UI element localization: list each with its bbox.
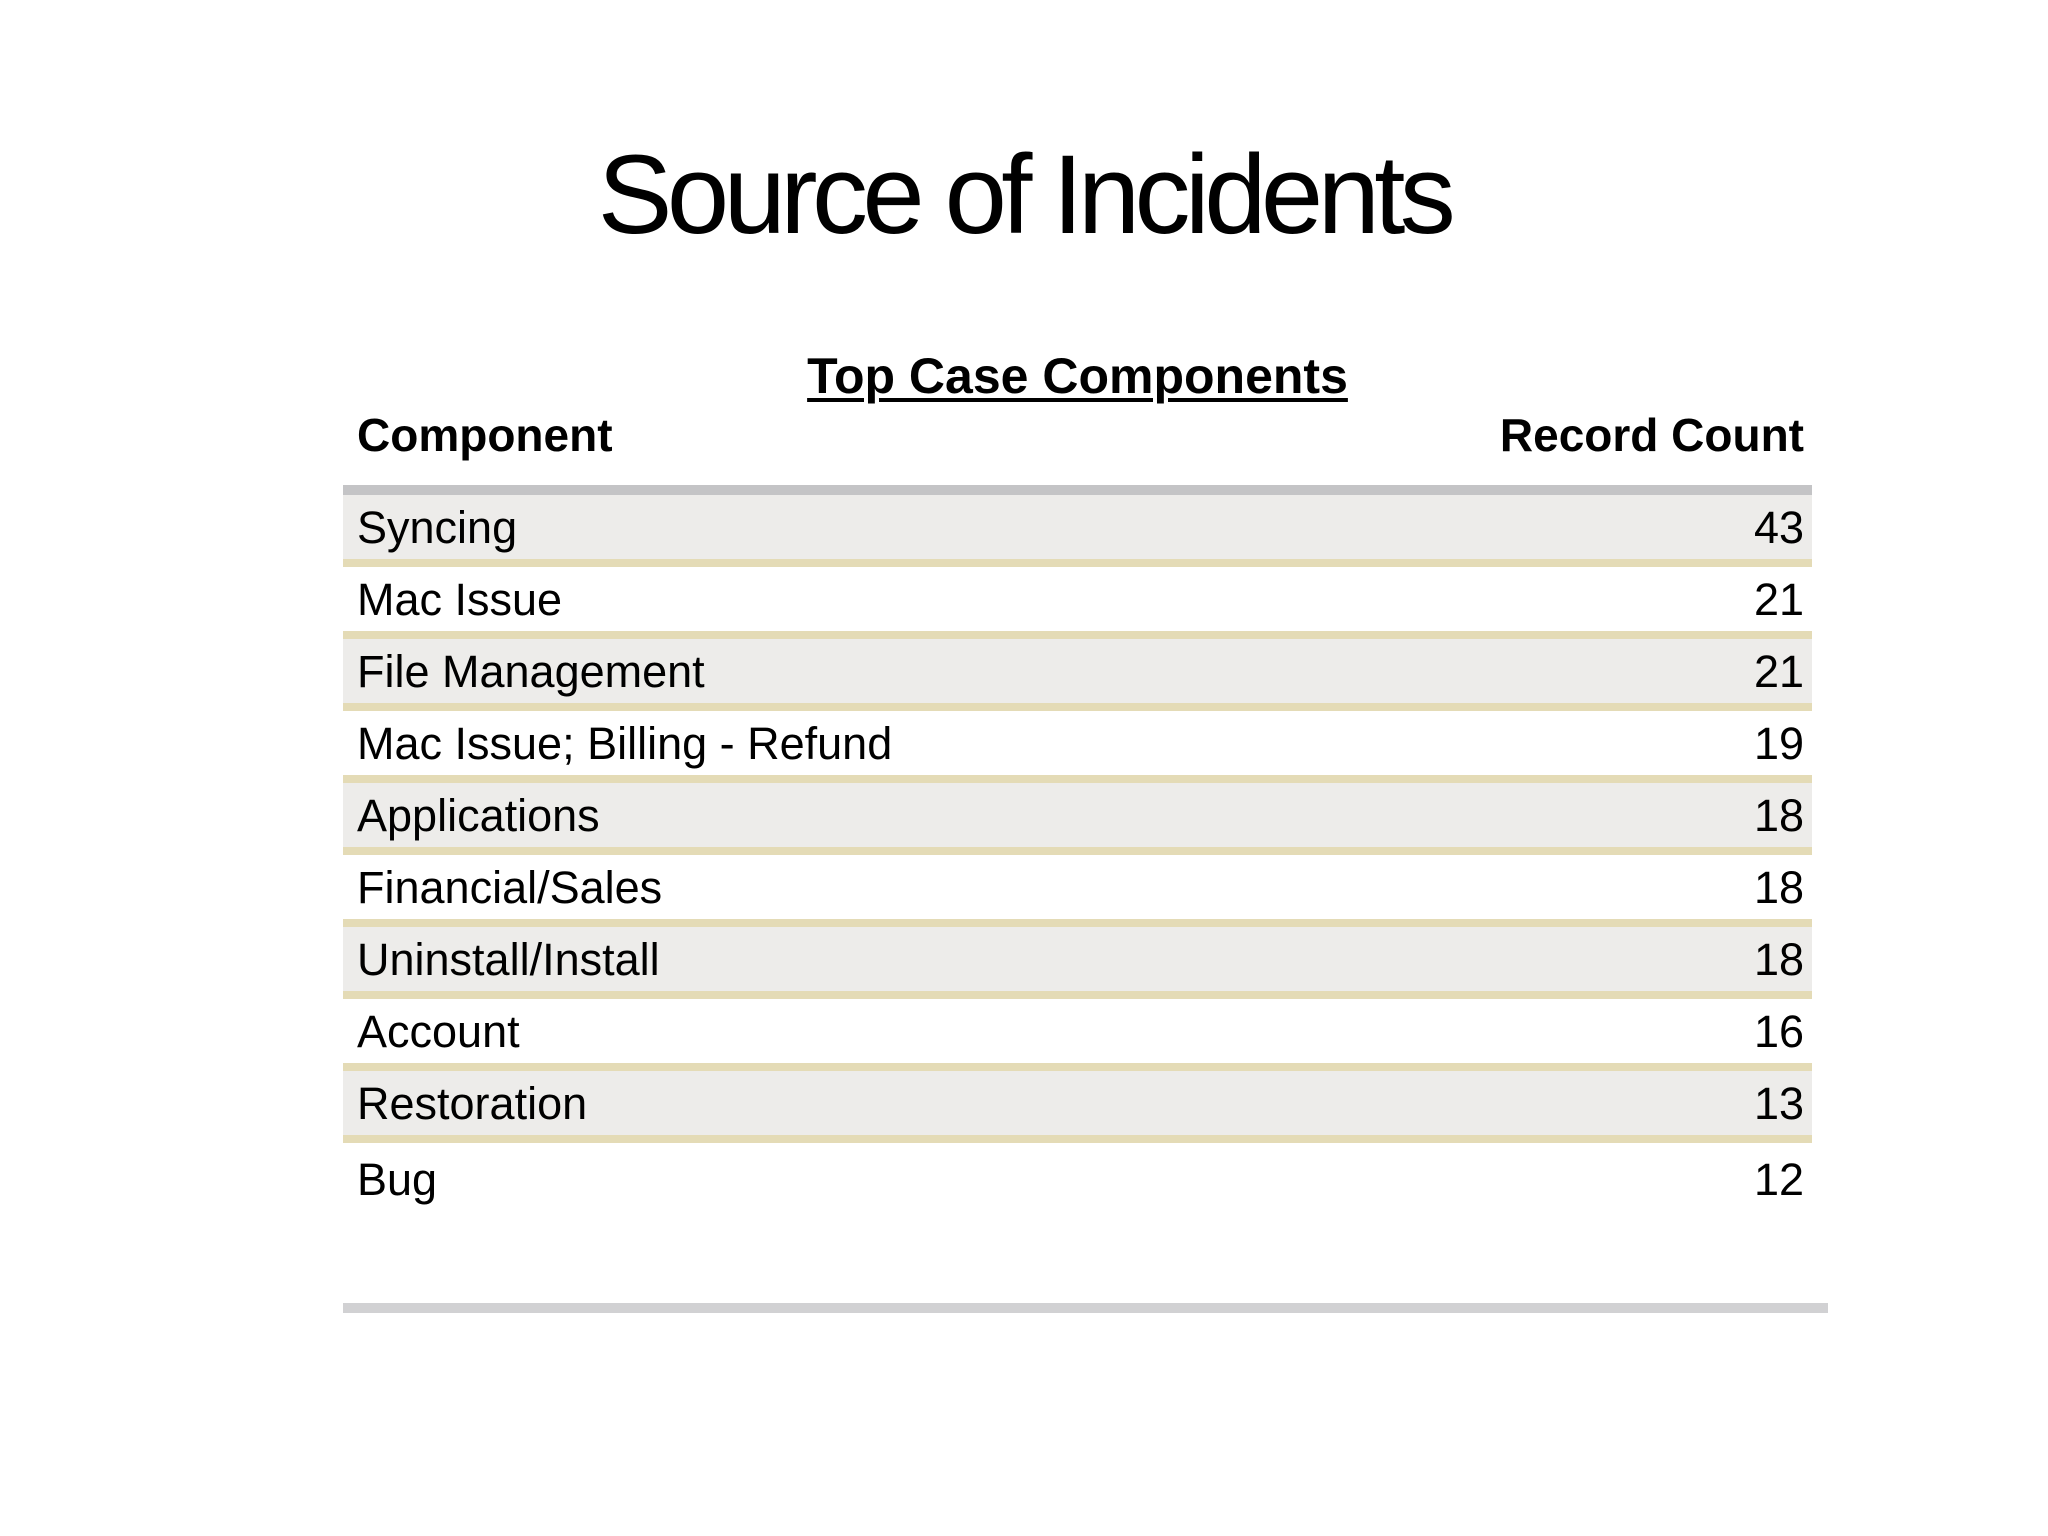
record-count-cell: 18 bbox=[1753, 861, 1804, 913]
component-cell: Account bbox=[357, 1005, 520, 1057]
table-row: Bug 12 bbox=[343, 1143, 1812, 1215]
record-count-cell: 18 bbox=[1753, 789, 1804, 841]
table-row: Financial/Sales 18 bbox=[343, 855, 1812, 927]
record-count-cell: 43 bbox=[1753, 501, 1804, 553]
page-title: Source of Incidents bbox=[597, 132, 1456, 257]
header-rule bbox=[343, 485, 1812, 495]
table-body: Syncing 43 Mac Issue 21 File Management … bbox=[343, 495, 1812, 1215]
table-row: Account 16 bbox=[343, 999, 1812, 1071]
record-count-cell: 12 bbox=[1753, 1153, 1804, 1205]
record-count-cell: 16 bbox=[1753, 1005, 1804, 1057]
component-cell: Mac Issue; Billing - Refund bbox=[357, 717, 893, 769]
table-row: Mac Issue; Billing - Refund 19 bbox=[343, 711, 1812, 783]
record-count-cell: 21 bbox=[1753, 645, 1804, 697]
component-cell: File Management bbox=[357, 645, 705, 697]
component-cell: Applications bbox=[357, 789, 600, 841]
column-header-component: Component bbox=[357, 409, 613, 461]
column-header-record-count: Record Count bbox=[1499, 409, 1804, 461]
component-cell: Mac Issue bbox=[357, 573, 563, 625]
component-cell: Syncing bbox=[357, 501, 518, 553]
record-count-cell: 19 bbox=[1753, 717, 1804, 769]
component-cell: Financial/Sales bbox=[357, 861, 663, 913]
record-count-cell: 13 bbox=[1753, 1077, 1804, 1129]
column-header-row: Component Record Count bbox=[343, 408, 1812, 463]
table-row: Applications 18 bbox=[343, 783, 1812, 855]
table-row: Restoration 13 bbox=[343, 1071, 1812, 1143]
table-row: Uninstall/Install 18 bbox=[343, 927, 1812, 999]
record-count-cell: 21 bbox=[1753, 573, 1804, 625]
table-row: File Management 21 bbox=[343, 639, 1812, 711]
footer-rule bbox=[343, 1303, 1828, 1313]
report-title: Top Case Components bbox=[807, 348, 1348, 404]
record-count-cell: 18 bbox=[1753, 933, 1804, 985]
component-cell: Bug bbox=[357, 1153, 438, 1205]
table-row: Mac Issue 21 bbox=[343, 567, 1812, 639]
table-row: Syncing 43 bbox=[343, 495, 1812, 567]
report-table: Top Case Components Component Record Cou… bbox=[343, 0, 1828, 1536]
component-cell: Restoration bbox=[357, 1077, 588, 1129]
component-cell: Uninstall/Install bbox=[357, 933, 660, 985]
